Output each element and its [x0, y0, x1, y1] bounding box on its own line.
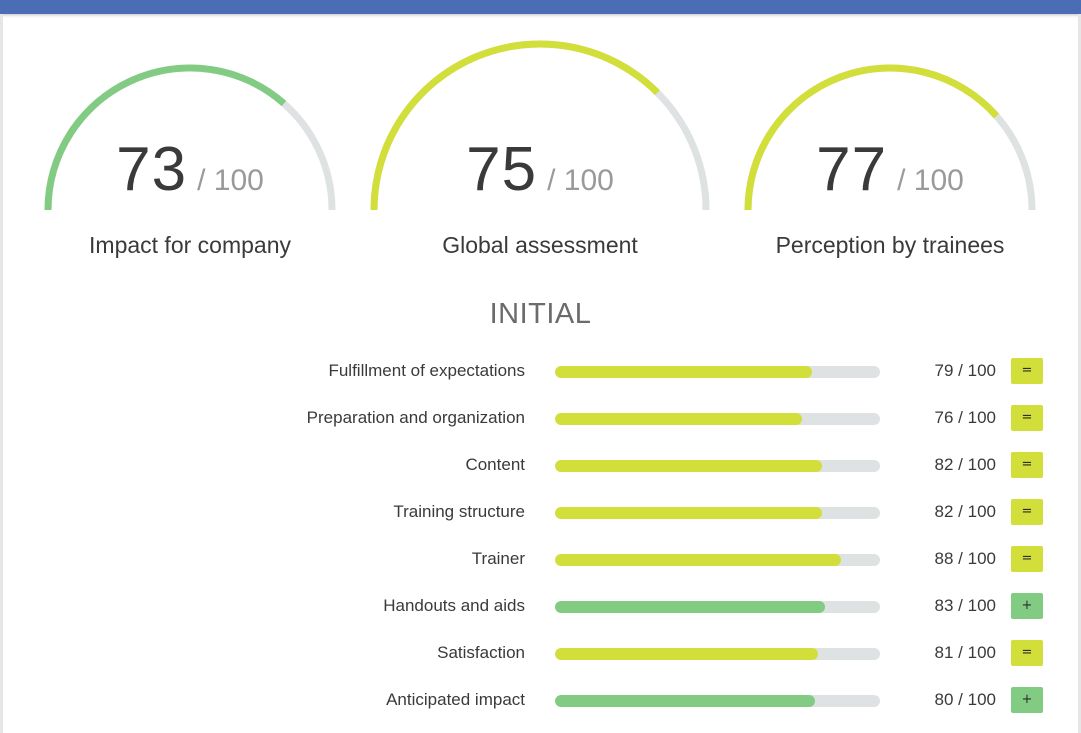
progress-bar-fill	[555, 601, 825, 613]
gauge-score: 77 / 100	[740, 134, 1040, 205]
gauge-score-value: 75	[466, 135, 538, 204]
criterion-row: Content 82 / 100 =	[0, 452, 1081, 480]
gauge-score: 75 / 100	[365, 134, 715, 205]
gauge-score: 73 / 100	[40, 134, 340, 205]
gauge-label: Perception by trainees	[775, 232, 1005, 258]
trend-badge: =	[1011, 640, 1043, 666]
criterion-score: 82 / 100	[934, 455, 996, 474]
criterion-score: 83 / 100	[934, 596, 996, 615]
trend-badge: +	[1011, 687, 1043, 713]
trend-badge: =	[1011, 452, 1043, 478]
criterion-score: 79 / 100	[934, 361, 996, 380]
gauge-score-value: 77	[816, 135, 888, 204]
progress-bar-fill	[555, 460, 822, 472]
gauge-label: Impact for company	[89, 232, 291, 258]
criterion-row: Handouts and aids 83 / 100 +	[0, 593, 1081, 621]
criterion-score: 76 / 100	[934, 408, 996, 427]
gauge-arc	[744, 64, 1036, 211]
criterion-row: Anticipated impact 80 / 100 +	[0, 687, 1081, 715]
criterion-row: Fulfillment of expectations 79 / 100 =	[0, 358, 1081, 386]
gauge-fill	[44, 64, 287, 211]
criterion-score: 88 / 100	[934, 549, 996, 568]
progress-bar-fill	[555, 554, 841, 566]
frame-border-right	[1078, 14, 1081, 733]
criterion-row: Training structure 82 / 100 =	[0, 499, 1081, 527]
criterion-label: Fulfillment of expectations	[328, 361, 525, 380]
progress-bar-fill	[555, 695, 815, 707]
frame-border-left	[0, 14, 3, 733]
criterion-label: Content	[465, 455, 525, 474]
trend-badge: +	[1011, 593, 1043, 619]
gauge-label: Global assessment	[442, 232, 638, 258]
criterion-label: Handouts and aids	[383, 596, 525, 615]
criterion-label: Preparation and organization	[306, 408, 525, 427]
progress-bar-fill	[555, 507, 822, 519]
gauge-arc	[44, 64, 336, 211]
gauge-fill	[370, 40, 660, 211]
trend-badge: =	[1011, 358, 1043, 384]
progress-bar	[555, 507, 880, 519]
criterion-label: Training structure	[393, 502, 525, 521]
gauge-impact-for-company: 73 / 100 Impact for company	[40, 0, 340, 270]
gauge-score-max: / 100	[897, 164, 964, 197]
progress-bar	[555, 648, 880, 660]
criterion-row: Satisfaction 81 / 100 =	[0, 640, 1081, 668]
gauge-score-value: 73	[116, 135, 188, 204]
progress-bar	[555, 413, 880, 425]
gauge-fill	[744, 64, 1000, 211]
criterion-label: Satisfaction	[437, 643, 525, 662]
progress-bar	[555, 695, 880, 707]
criterion-score: 80 / 100	[934, 690, 996, 709]
gauge-score-max: / 100	[547, 164, 614, 197]
criterion-label: Trainer	[471, 549, 525, 568]
criterion-row: Trainer 88 / 100 =	[0, 546, 1081, 574]
progress-bar	[555, 460, 880, 472]
progress-bar	[555, 554, 880, 566]
progress-bar-fill	[555, 413, 802, 425]
progress-bar-fill	[555, 366, 812, 378]
gauge-score-max: / 100	[197, 164, 264, 197]
trend-badge: =	[1011, 405, 1043, 431]
header-bar	[0, 0, 1081, 14]
criterion-label: Anticipated impact	[386, 690, 525, 709]
criterion-score: 82 / 100	[934, 502, 996, 521]
progress-bar	[555, 366, 880, 378]
criterion-row: Preparation and organization 76 / 100 =	[0, 405, 1081, 433]
trend-badge: =	[1011, 499, 1043, 525]
section-title: INITIAL	[489, 298, 592, 330]
gauge-perception-by-trainees: 77 / 100 Perception by trainees	[740, 0, 1040, 270]
trend-badge: =	[1011, 546, 1043, 572]
gauge-global-assessment: 75 / 100 Global assessment	[365, 0, 715, 270]
progress-bar-fill	[555, 648, 819, 660]
gauge-arc	[370, 40, 710, 211]
criterion-score: 81 / 100	[934, 643, 996, 662]
progress-bar	[555, 601, 880, 613]
